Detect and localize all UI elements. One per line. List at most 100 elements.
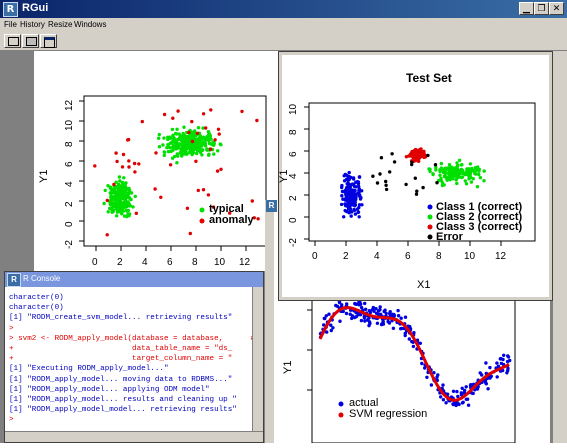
legend-anomaly-label: anomaly [209, 214, 254, 226]
class2-point [456, 175, 460, 180]
typical-point [118, 179, 122, 183]
console-line: > [9, 324, 14, 333]
typical-point [207, 136, 212, 140]
error-point [378, 172, 382, 176]
anomaly-points [93, 108, 260, 237]
anomaly-point [256, 217, 260, 221]
class2-point [440, 181, 445, 185]
typical-point [118, 193, 122, 197]
legend-class1-marker [427, 204, 433, 210]
typical-point [114, 180, 118, 184]
legend-anomaly-marker [199, 218, 205, 224]
actual-point [325, 330, 329, 334]
actual-point [374, 307, 378, 311]
anomaly-point [185, 206, 190, 210]
class2-point [460, 163, 464, 167]
test-x-tick-10: 10 [464, 251, 476, 262]
actual-point [334, 303, 338, 308]
legend-svm-marker [338, 412, 344, 418]
y-tick-10: 10 [64, 119, 75, 131]
typical-point [119, 190, 123, 194]
class3-point [409, 151, 414, 155]
close-button[interactable]: ✕ [549, 2, 564, 15]
typical-point [124, 208, 129, 213]
x-tick-6: 6 [167, 257, 173, 268]
legend-svm-label: SVM regression [349, 408, 428, 420]
menu-resize[interactable]: Resize [48, 20, 73, 29]
actual-point [329, 328, 333, 333]
actual-point [327, 312, 331, 316]
class2-point [439, 166, 444, 170]
test-y-ticks [304, 106, 309, 240]
error-point [375, 181, 380, 185]
menu-file[interactable]: File [4, 20, 17, 29]
anomaly-point [171, 116, 175, 120]
y-tick-8: 8 [64, 141, 75, 147]
anomaly-point [105, 233, 109, 237]
console-line: [1] "RODM_apply_model_model... retrievin… [9, 406, 237, 415]
actual-point [376, 309, 381, 313]
minimize-button[interactable]: ▁ [519, 2, 534, 15]
typical-point [111, 208, 116, 212]
class2-point [445, 175, 449, 179]
actual-point [338, 319, 342, 323]
mdi-vertical-scrollbar[interactable] [553, 51, 567, 443]
typical-point [207, 131, 211, 135]
anomaly-plot [79, 95, 267, 251]
test-x-axis-label: X1 [417, 279, 431, 291]
menu-history[interactable]: History [20, 20, 45, 29]
typical-point [186, 145, 190, 149]
typical-point [124, 205, 129, 209]
legend-typical-marker [199, 207, 205, 213]
class2-point [476, 165, 480, 169]
typical-point [124, 191, 129, 195]
test-set-title: Test Set [406, 71, 452, 85]
copy-button[interactable] [4, 34, 21, 48]
graphics-window-anomaly[interactable]: 0 2 4 6 8 10 12 12 10 8 6 4 2 0 -2 Y1 ty… [34, 51, 278, 271]
console-horizontal-scrollbar[interactable] [5, 431, 263, 442]
typical-point [171, 133, 175, 137]
class1-point [343, 202, 347, 206]
regression-window-icon: R [266, 200, 277, 212]
r-console-title-bar[interactable]: R R Console [5, 272, 263, 287]
typical-point [180, 146, 184, 151]
r-console-window[interactable]: R R Console character(0) character(0) [1] … [4, 271, 264, 443]
restore-button[interactable]: ❐ [534, 2, 549, 15]
anomaly-point [154, 151, 158, 155]
anomaly-point [206, 193, 211, 197]
console-line: + data_table_name = "ds_ [9, 345, 233, 353]
actual-point [362, 316, 367, 320]
typical-point [106, 210, 110, 214]
typical-point [117, 175, 122, 179]
anomaly-point [112, 182, 116, 187]
x-ticks [95, 246, 247, 251]
class2-point [459, 167, 464, 172]
anomaly-point [188, 231, 192, 236]
test-y-axis-label: Y1 [278, 169, 290, 183]
print-button[interactable] [22, 34, 39, 48]
graphics-window-test-set[interactable]: Test Set 0 2 4 6 8 10 12 10 8 6 4 2 0 -2… [278, 51, 553, 301]
actual-point [382, 309, 386, 314]
console-line: character(0) [9, 294, 64, 302]
actual-point [399, 316, 403, 320]
actual-point [363, 301, 367, 306]
class2-point [474, 172, 478, 176]
console-vertical-scrollbar[interactable] [252, 287, 263, 433]
actual-point [505, 359, 510, 364]
class3-point [413, 153, 418, 158]
x-tick-12: 12 [239, 257, 251, 268]
y-tick-0: 0 [64, 221, 75, 227]
anomaly-point [240, 109, 244, 114]
actual-point [355, 302, 359, 306]
typical-point [180, 138, 184, 142]
legend-class2-marker [427, 214, 433, 220]
window-button[interactable] [40, 34, 57, 48]
anomaly-point [190, 119, 194, 124]
regression-y-ticks [307, 309, 312, 391]
class2-point [468, 162, 473, 166]
menu-windows[interactable]: Windows [74, 20, 107, 29]
typical-point [114, 202, 118, 206]
typical-point [193, 129, 197, 133]
typical-point [207, 152, 211, 156]
title-bar[interactable]: R RGui ▁ ❐ ✕ [0, 0, 567, 18]
